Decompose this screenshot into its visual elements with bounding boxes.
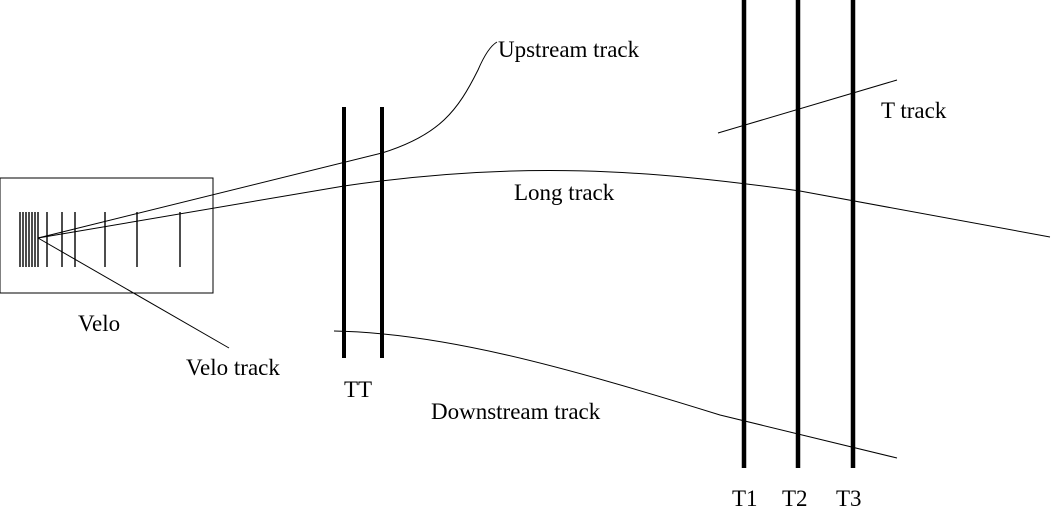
velo-stations xyxy=(19,212,181,267)
velo-track-label: Velo track xyxy=(186,355,280,380)
long-track-line xyxy=(37,169,1051,239)
t-track-label: T track xyxy=(881,98,947,123)
t-track-line xyxy=(717,79,898,134)
downstream-track-line xyxy=(333,330,898,459)
tt-stations xyxy=(342,107,384,358)
velo-detector-box xyxy=(0,177,214,294)
t-stations xyxy=(741,0,856,468)
t1-label: T1 xyxy=(732,486,758,511)
velo-label: Velo xyxy=(78,311,120,336)
tt-label: TT xyxy=(344,377,372,402)
tracks xyxy=(37,41,1051,459)
upstream-track-line xyxy=(37,41,498,239)
velo-track-line xyxy=(37,237,230,349)
long-track-label: Long track xyxy=(514,180,615,205)
t3-label: T3 xyxy=(836,486,862,511)
downstream-track-label: Downstream track xyxy=(431,399,601,424)
upstream-track-label: Upstream track xyxy=(498,37,640,62)
t2-label: T2 xyxy=(782,486,808,511)
